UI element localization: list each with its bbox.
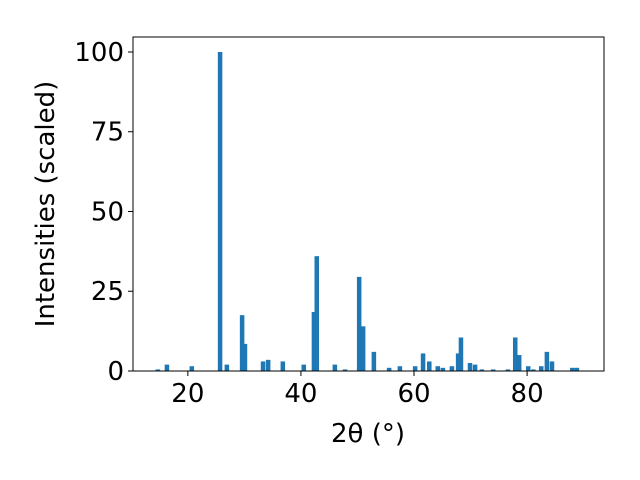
bar [242, 343, 248, 371]
bar [371, 351, 377, 371]
bar [479, 369, 485, 371]
y-tick-label: 0 [107, 357, 124, 387]
bar [574, 367, 580, 371]
bar [525, 366, 531, 371]
bar [472, 364, 478, 371]
bar [420, 353, 426, 371]
x-tick-label: 80 [511, 379, 544, 409]
bar [189, 366, 195, 371]
bar [549, 361, 555, 371]
bar [224, 364, 230, 371]
bar [265, 359, 271, 371]
bar [435, 366, 441, 371]
x-tick-label: 40 [284, 379, 317, 409]
bar [467, 363, 473, 371]
bar [531, 369, 536, 371]
bar [356, 276, 362, 371]
bar [449, 366, 455, 371]
x-tick-label: 20 [171, 379, 204, 409]
bar [332, 364, 338, 371]
y-tick-label: 75 [91, 118, 124, 148]
x-tick-label: 60 [397, 379, 430, 409]
plot-frame [132, 36, 605, 372]
bar [239, 315, 245, 371]
y-tick-label: 25 [91, 277, 124, 307]
y-axis-label: Intensities (scaled) [31, 81, 61, 328]
bar [386, 367, 392, 371]
bar [538, 366, 544, 371]
bar [412, 366, 418, 371]
bar [570, 367, 575, 371]
bar [260, 361, 266, 371]
bar [311, 311, 317, 371]
y-tick-label: 50 [91, 197, 124, 227]
y-tick-label: 100 [74, 38, 124, 68]
x-axis-label: 2θ (°) [331, 419, 405, 449]
bar [505, 369, 511, 371]
bar [217, 51, 223, 371]
bar [455, 353, 461, 371]
bar [360, 326, 366, 371]
bar [427, 361, 432, 371]
bar [280, 361, 286, 371]
bar [301, 364, 307, 371]
bar [314, 256, 320, 371]
bar [490, 369, 496, 371]
bar [458, 337, 464, 371]
bar [516, 355, 522, 371]
bar [342, 369, 348, 371]
bar [164, 364, 170, 371]
bar [440, 367, 446, 371]
bar [155, 369, 161, 371]
bar [544, 351, 550, 371]
bar [397, 366, 403, 371]
bar [512, 337, 518, 371]
